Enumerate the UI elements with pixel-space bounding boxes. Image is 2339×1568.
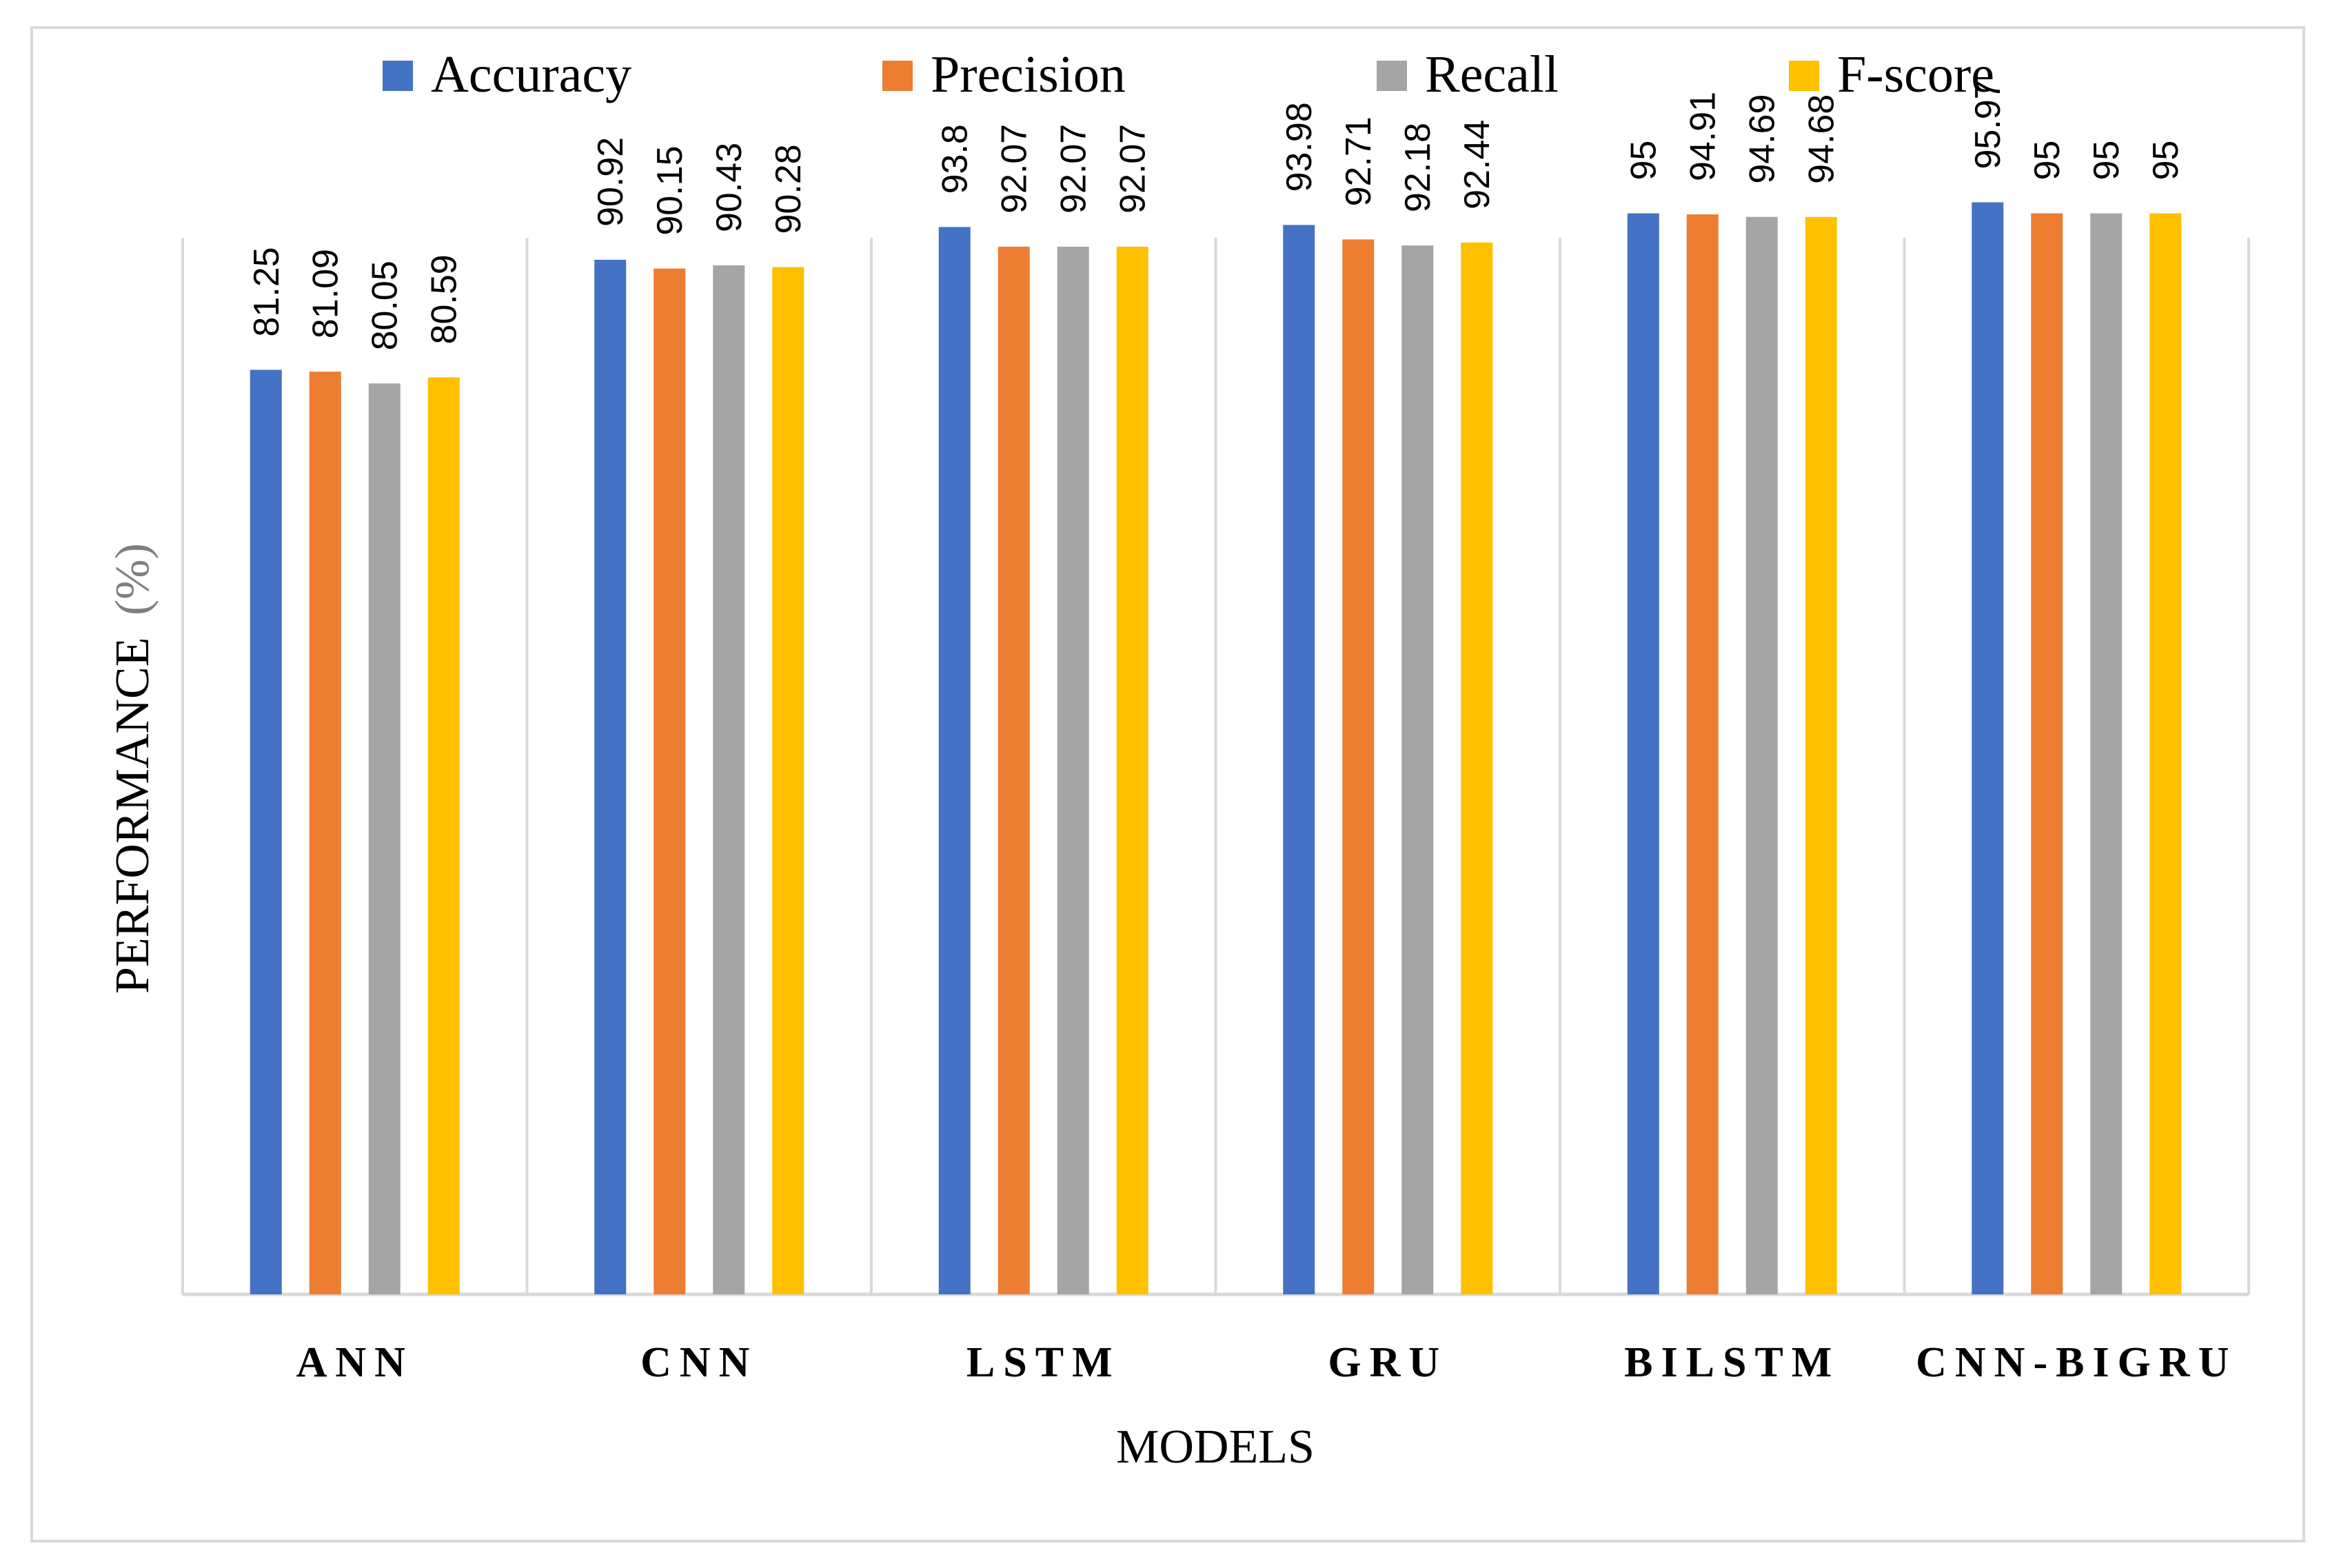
bar-cnn-precision[interactable] [654,268,686,1294]
bar-lstm-recall[interactable] [1057,246,1089,1294]
data-label-gru-recall: 92.18 [1398,123,1438,212]
data-label-cnn-bigru-f-score: 95 [2146,141,2186,181]
category-label-lstm: LSTM [966,1339,1121,1386]
bar-ann-accuracy[interactable] [250,369,282,1294]
bar-bilstm-recall[interactable] [1745,216,1778,1294]
data-label-lstm-f-score: 92.07 [1113,124,1153,214]
data-label-gru-precision: 92.71 [1339,116,1379,206]
bar-cnn-bigru-precision[interactable] [2031,213,2063,1294]
data-label-gru-accuracy: 93.98 [1279,102,1319,192]
legend-swatch-precision[interactable] [882,61,913,91]
bar-lstm-precision[interactable] [998,246,1030,1294]
data-label-cnn-precision: 90.15 [650,145,690,235]
data-label-cnn-recall: 90.43 [709,143,749,232]
data-label-ann-recall: 80.05 [365,261,405,350]
data-label-ann-accuracy: 81.25 [247,247,287,336]
data-label-cnn-bigru-accuracy: 95.97 [1968,79,2008,169]
legend-label-precision[interactable]: Precision [931,45,1126,103]
data-label-lstm-accuracy: 93.8 [935,124,975,194]
bar-gru-precision[interactable] [1342,239,1375,1294]
data-label-ann-precision: 81.09 [306,249,346,338]
x-axis-title: MODELS [1116,1421,1315,1474]
bar-bilstm-accuracy[interactable] [1627,213,1659,1294]
bars [250,202,2182,1295]
legend-swatch-recall[interactable] [1377,61,1407,91]
category-label-ann: ANN [296,1339,414,1386]
data-label-cnn-f-score: 90.28 [769,144,809,234]
category-label-cnn: CNN [640,1339,758,1386]
data-label-bilstm-f-score: 94.68 [1802,94,1842,184]
category-label-bilstm: BILSTM [1624,1339,1840,1386]
data-label-bilstm-accuracy: 95 [1624,141,1664,181]
data-label-cnn-bigru-recall: 95 [2087,141,2127,181]
legend-label-accuracy[interactable]: Accuracy [431,45,631,103]
axes [181,238,2250,1296]
category-label-gru: GRU [1328,1339,1448,1386]
data-label-cnn-bigru-precision: 95 [2027,141,2067,181]
data-label-ann-f-score: 80.59 [425,254,465,344]
bar-cnn-accuracy[interactable] [594,259,627,1295]
bar-cnn-bigru-accuracy[interactable] [1972,202,2004,1295]
bar-gru-recall[interactable] [1401,245,1434,1295]
bar-bilstm-f-score[interactable] [1805,216,1837,1294]
category-label-cnn-bigru: CNN-BIGRU [1916,1339,2237,1386]
y-axis-title: PERFORMANCE (%) [106,543,159,994]
legend: Accuracy Precision Recall F-score [383,45,1994,103]
bar-ann-recall[interactable] [368,383,401,1294]
y-axis-title-text: PERFORMANCE [106,638,159,994]
bar-cnn-bigru-recall[interactable] [2090,213,2123,1294]
bar-lstm-accuracy[interactable] [938,227,971,1294]
data-label-lstm-precision: 92.07 [995,124,1035,214]
chart-frame [30,26,2305,1542]
data-label-lstm-recall: 92.07 [1054,124,1094,214]
data-label-cnn-accuracy: 90.92 [591,137,631,227]
legend-label-recall[interactable]: Recall [1425,45,1559,103]
bar-cnn-bigru-f-score[interactable] [2149,213,2182,1294]
legend-swatch-accuracy[interactable] [383,61,413,91]
bar-cnn-recall[interactable] [713,265,745,1294]
y-axis-title-unit: (%) [106,543,159,615]
data-label-gru-f-score: 92.44 [1457,120,1497,210]
legend-label-f-score[interactable]: F-score [1837,45,1994,103]
data-labels: 81.25 81.09 80.05 80.59 90.92 90.15 90.43 90.28… [247,79,2187,350]
category-labels: ANN CNN LSTM GRU BILSTM CNN-BIGRU [296,1339,2237,1386]
bar-ann-precision[interactable] [309,371,341,1294]
bar-lstm-f-score[interactable] [1116,246,1148,1294]
data-label-bilstm-recall: 94.69 [1743,94,1783,184]
legend-swatch-f-score[interactable] [1789,61,1819,91]
bar-gru-accuracy[interactable] [1283,225,1315,1295]
bar-bilstm-precision[interactable] [1686,214,1719,1294]
bar-cnn-f-score[interactable] [772,267,804,1295]
bar-gru-f-score[interactable] [1461,242,1493,1294]
data-label-bilstm-precision: 94.91 [1683,92,1723,181]
bar-ann-f-score[interactable] [427,377,460,1294]
